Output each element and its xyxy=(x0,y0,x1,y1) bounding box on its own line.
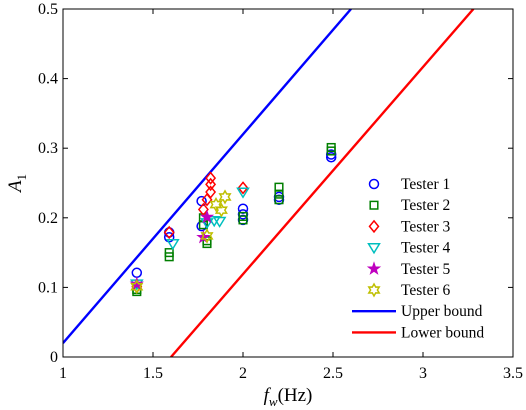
x-axis-title-main: f xyxy=(264,385,272,406)
x-tick-label: 3 xyxy=(419,365,427,382)
x-axis-title-unit: (Hz) xyxy=(278,385,313,406)
legend-label-tester-1: Tester 1 xyxy=(401,176,450,193)
x-tick-label: 2.5 xyxy=(323,365,343,382)
axis-ticks xyxy=(62,8,514,358)
marker-tester-2-12 xyxy=(274,189,284,199)
x-axis-title: fw(Hz) xyxy=(264,385,313,409)
x-tick-label: 2 xyxy=(239,365,247,382)
legend-box xyxy=(347,169,505,351)
x-axis-title-sub: w xyxy=(269,394,278,409)
y-tick-label: 0.5 xyxy=(38,1,58,18)
legend-marker-tester-5 xyxy=(366,261,382,275)
marker-tester-2-10 xyxy=(238,215,248,225)
y-axis-title-main: A xyxy=(5,180,26,194)
marker-tester-5-3 xyxy=(199,209,215,224)
marker-tester-6-5 xyxy=(218,189,232,205)
marker-tester-6-4 xyxy=(214,202,228,218)
marker-tester-2-15 xyxy=(326,146,336,156)
marker-tester-3-8 xyxy=(237,181,249,195)
y-tick-label: 0.3 xyxy=(38,140,58,157)
y-tick-label: 0.1 xyxy=(38,279,58,296)
y-tick-label: 0 xyxy=(50,349,58,366)
marker-tester-3-6 xyxy=(205,177,217,192)
marker-tester-2-8 xyxy=(202,239,212,249)
marker-tester-3-5 xyxy=(205,171,217,185)
legend-marker-tester-3 xyxy=(368,219,380,234)
marker-tester-3-7 xyxy=(205,185,217,199)
marker-tester-1-12 xyxy=(325,151,337,163)
legend-label-bound-1: Upper bound xyxy=(401,303,483,320)
marker-tester-6-1 xyxy=(130,279,144,295)
y-axis-title: A1 xyxy=(5,174,29,194)
legend-marker-tester-2 xyxy=(369,200,379,210)
marker-tester-4-6 xyxy=(236,187,250,199)
legend: Tester 1 Tester 2 Tester 3 Tester 4 Tester 5… xyxy=(347,169,505,351)
legend-label-tester-3: Tester 3 xyxy=(401,218,451,235)
x-tick-label: 1.5 xyxy=(143,365,163,382)
legend-label-tester-4: Tester 4 xyxy=(401,240,451,257)
y-tick-label: 0.2 xyxy=(38,210,58,227)
x-tick-labels: 1 1.5 2 2.5 3 3.5 xyxy=(59,365,523,382)
x-tick-label: 3.5 xyxy=(503,365,523,382)
y-tick-label: 0.4 xyxy=(38,71,58,88)
legend-label-tester-6: Tester 6 xyxy=(401,282,451,299)
marker-tester-3-2 xyxy=(163,225,175,240)
y-axis-title-sub: 1 xyxy=(14,174,29,181)
legend-label-tester-2: Tester 2 xyxy=(401,197,450,214)
bound-line-2 xyxy=(170,9,475,357)
marker-tester-4-5 xyxy=(212,216,227,228)
data-markers xyxy=(129,142,337,297)
marker-tester-2-13 xyxy=(274,195,284,205)
marker-tester-2-4 xyxy=(164,252,174,262)
marker-tester-6-2 xyxy=(200,228,214,244)
legend-label-tester-5: Tester 5 xyxy=(401,261,451,278)
marker-tester-5-1 xyxy=(129,276,144,291)
legend-marker-tester-6 xyxy=(367,282,381,298)
y-tick-labels: 0 0.1 0.2 0.3 0.4 0.5 xyxy=(38,1,58,366)
legend-label-bound-2: Lower bound xyxy=(401,324,484,341)
x-tick-label: 1 xyxy=(59,365,67,382)
marker-tester-6-3 xyxy=(209,197,223,213)
marker-tester-4-2 xyxy=(165,239,180,251)
legend-marker-tester-4 xyxy=(367,243,381,255)
legend-marker-tester-1 xyxy=(368,178,380,190)
plot-frame xyxy=(62,8,514,358)
